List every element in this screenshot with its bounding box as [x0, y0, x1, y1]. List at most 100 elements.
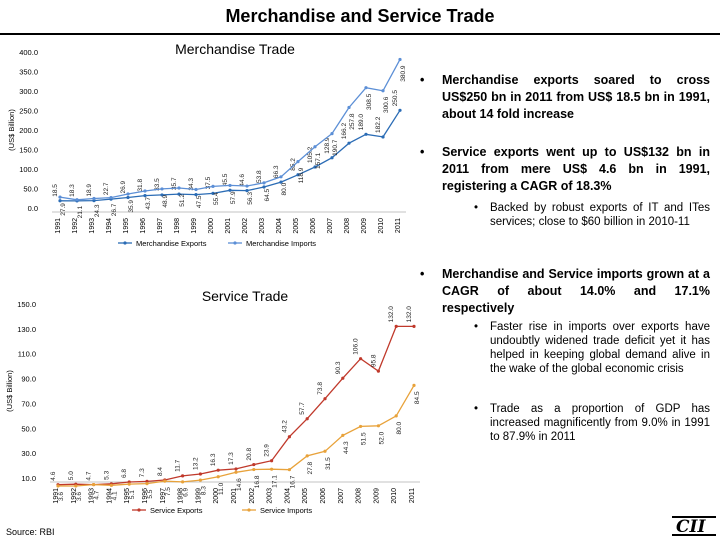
data-label: 106.0	[353, 338, 360, 355]
y-tick-label: 110.0	[18, 350, 36, 359]
y-axis-title: (US$ Billion)	[5, 370, 14, 412]
y-tick-label: 30.0	[21, 449, 36, 458]
data-label: 132.0	[406, 306, 413, 323]
y-tick-label: 150.0	[17, 300, 36, 309]
data-label: 37.5	[205, 176, 212, 189]
x-tick-label: 1994	[106, 218, 113, 234]
x-tick-label: 2000	[208, 218, 215, 234]
x-tick-label: 1992	[72, 218, 79, 234]
x-tick-label: 1998	[178, 488, 185, 504]
x-tick-label: 1995	[124, 488, 131, 504]
data-label: 16.3	[210, 453, 217, 466]
data-label: 43.2	[281, 420, 288, 433]
data-label: 57.7	[299, 402, 306, 415]
y-axis-title: (US$ Billion)	[7, 109, 16, 151]
x-tick-label: 1996	[140, 218, 147, 234]
x-tick-label: 2008	[356, 488, 363, 504]
bullet-service-exports: • Service exports went up to US$132 bn i…	[420, 144, 710, 196]
data-point	[398, 108, 402, 112]
data-label: 84.5	[414, 391, 421, 404]
x-tick-label: 2003	[259, 218, 266, 234]
data-label: 80.0	[281, 182, 288, 195]
data-label: 26.7	[111, 203, 118, 216]
data-label: 4.6	[50, 471, 57, 480]
data-label: 73.8	[317, 382, 324, 395]
bullet-marker: •	[420, 267, 425, 281]
x-tick-label: 1992	[71, 488, 78, 504]
x-tick-label: 1996	[142, 488, 149, 504]
x-tick-label: 2011	[395, 218, 402, 233]
data-label: 16.8	[254, 475, 261, 488]
bullet-text: Trade as a proportion of GDP has increas…	[490, 403, 710, 443]
y-tick-label: 70.0	[21, 399, 36, 408]
data-label: 8.3	[200, 486, 207, 495]
x-tick-label: 2010	[378, 218, 385, 234]
x-tick-label: 2007	[327, 218, 334, 234]
data-point	[323, 397, 327, 401]
data-label: 45.5	[222, 173, 229, 186]
source-note: Source: RBI	[6, 527, 55, 537]
y-tick-label: 350.0	[19, 68, 38, 77]
y-tick-label: 50.0	[21, 424, 36, 433]
data-point	[262, 181, 266, 185]
x-tick-label: 1993	[89, 488, 96, 504]
data-point	[194, 187, 198, 192]
data-point	[92, 196, 96, 201]
data-label: 14.6	[236, 478, 243, 491]
data-point	[126, 192, 130, 196]
data-point	[364, 132, 368, 136]
data-label: 35.7	[171, 177, 178, 190]
y-tick-label: 250.0	[19, 107, 38, 116]
data-point	[376, 369, 380, 373]
cii-logo-text: CII	[676, 517, 706, 537]
data-label: 17.3	[228, 452, 235, 465]
x-tick-label: 1994	[106, 488, 113, 504]
data-label: 44.3	[343, 441, 350, 454]
data-point	[181, 480, 185, 484]
data-point	[347, 105, 351, 110]
y-tick-label: 100.0	[19, 165, 38, 174]
data-point	[313, 165, 317, 169]
title-divider	[0, 33, 720, 35]
service-trade-chart: 10.0 30.0 50.0 70.0 90.0 110.0 130.0 150.0 (US$ …	[5, 300, 421, 515]
x-tick-label: 2005	[293, 218, 300, 234]
data-label: 47.5	[196, 195, 203, 208]
data-point	[287, 435, 291, 439]
x-tick-label: 1995	[123, 218, 130, 234]
data-point	[381, 135, 385, 139]
data-point	[74, 484, 78, 488]
slide-title: Merchandise and Service Trade	[225, 6, 495, 26]
data-label: 48.9	[162, 195, 169, 208]
cii-logo: CII	[672, 516, 716, 537]
data-point	[305, 454, 309, 458]
x-tick-label: 2004	[284, 488, 291, 504]
x-tick-label: 1999	[191, 218, 198, 234]
bullet-text: Merchandise and Service imports grown at…	[442, 267, 710, 315]
bullet-text: Backed by robust exports of IT and ITes …	[490, 202, 710, 228]
data-label: 13.2	[192, 457, 199, 470]
y-tick-label: 0.0	[28, 204, 38, 213]
y-tick-label: 200.0	[19, 126, 38, 135]
data-label: 31.8	[137, 179, 144, 192]
data-point	[109, 483, 113, 487]
legend-label: Service Exports	[150, 506, 203, 515]
data-label: 24.3	[94, 204, 101, 217]
data-label: 6.8	[121, 469, 128, 478]
merchandise-trade-chart: 0.0 50.0 100.0 150.0 200.0 250.0 300.0 350.0 400…	[7, 48, 407, 248]
data-point	[376, 424, 380, 428]
y-tick-label: 10.0	[21, 474, 36, 483]
bullet-imports-cagr: • Merchandise and Service imports grown …	[420, 266, 710, 318]
x-tick-label: 2009	[373, 488, 380, 504]
data-point	[211, 191, 215, 195]
y-tick-label: 400.0	[19, 48, 38, 57]
data-point	[216, 468, 220, 472]
data-point	[323, 449, 327, 453]
subbullet-trade-deficit: • Faster rise in imports over exports ha…	[474, 320, 710, 396]
data-label: 5.3	[103, 470, 110, 479]
data-point	[198, 478, 202, 482]
data-label: 105.2	[307, 146, 314, 163]
data-point	[359, 424, 363, 429]
x-tick-label: 2010	[391, 488, 398, 504]
data-label: 4.7	[94, 490, 101, 499]
data-label: 11.0	[218, 482, 225, 495]
